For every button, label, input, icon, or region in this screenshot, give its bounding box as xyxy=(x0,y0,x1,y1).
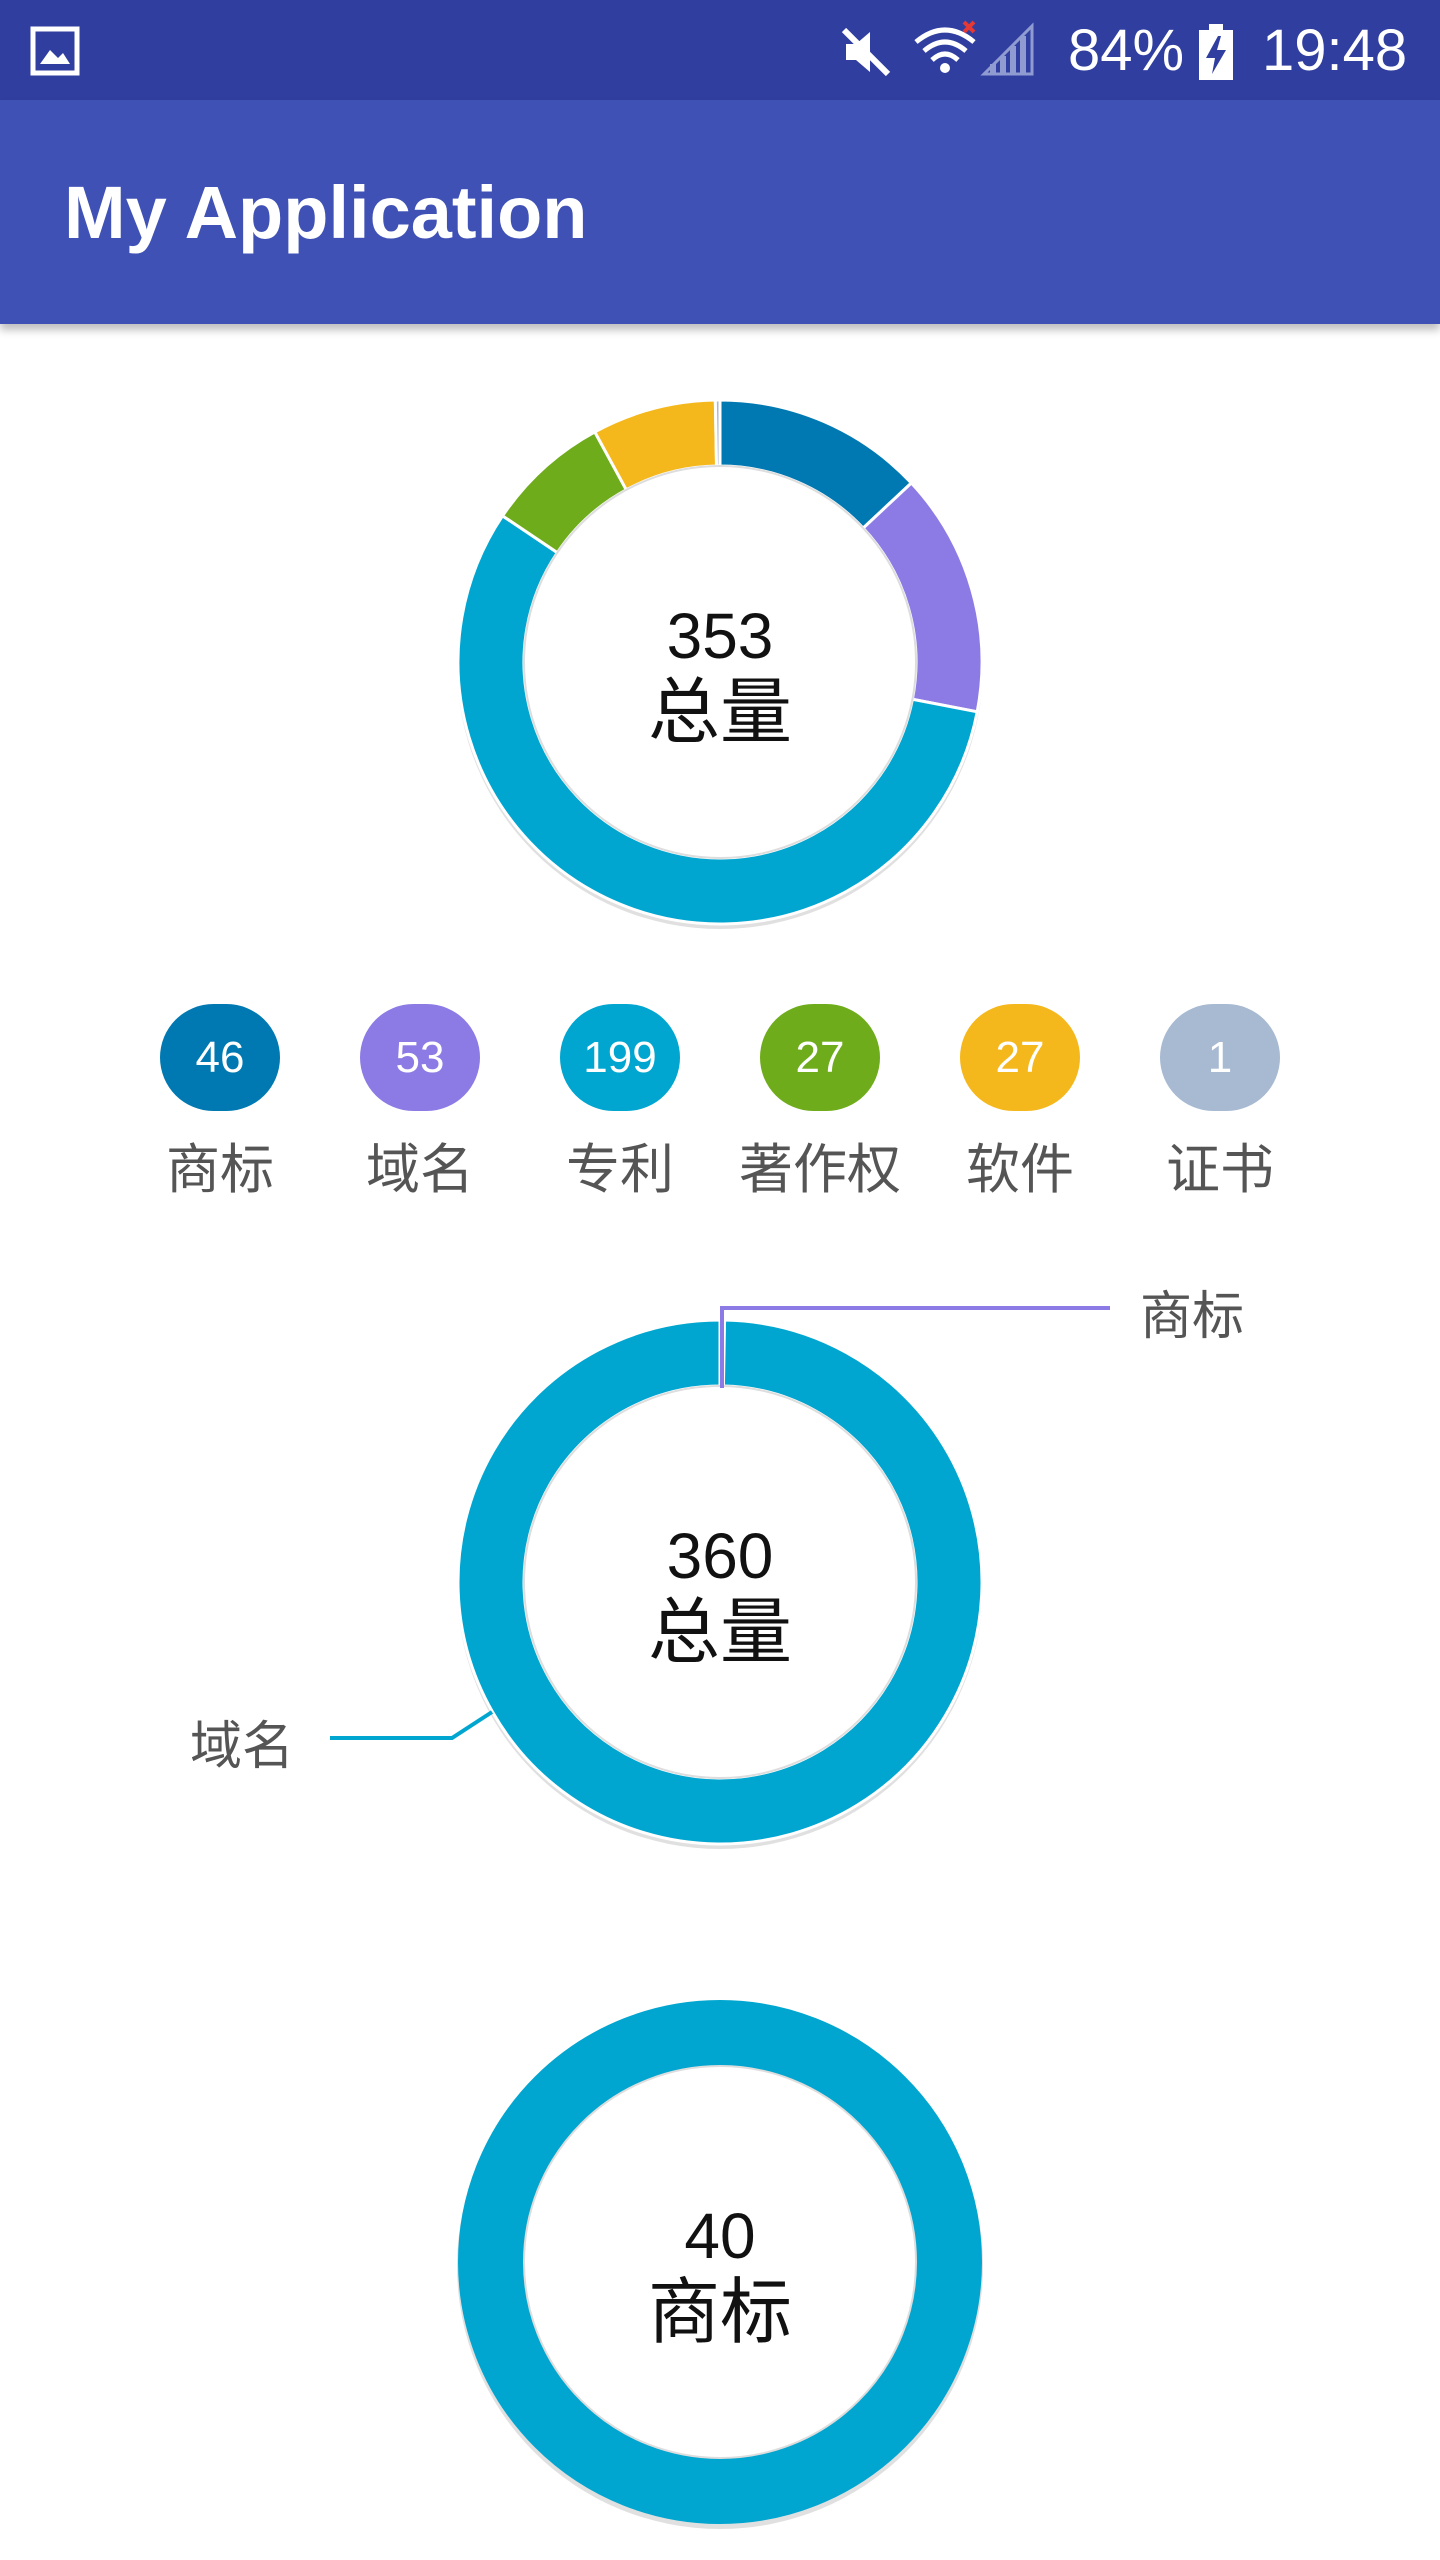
chart-3-center-value: 40 xyxy=(684,2200,756,2272)
legend-dot: 27 xyxy=(760,1004,880,1111)
legend-dot: 46 xyxy=(160,1004,280,1111)
mute-icon xyxy=(841,27,891,77)
app-title: My Application xyxy=(64,171,588,254)
legend-item-copyright[interactable]: 27 著作权 xyxy=(720,1004,920,1204)
legend-label: 域名 xyxy=(366,1138,474,1201)
donut-hole xyxy=(523,465,917,859)
trademark-donut-chart xyxy=(457,2000,983,2529)
signal-icon xyxy=(980,22,1034,76)
gallery-icon xyxy=(30,26,80,76)
legend-label: 著作权 xyxy=(739,1138,901,1201)
donut-slice-商标[interactable] xyxy=(458,2000,982,2524)
callout-donut-chart xyxy=(330,1306,1110,1849)
legend-item-certificate[interactable]: 1 证书 xyxy=(1120,1004,1320,1204)
legend-count: 27 xyxy=(995,1032,1045,1082)
clock: 19:48 xyxy=(1262,18,1408,83)
legend-label: 商标 xyxy=(166,1138,274,1201)
chart-1-center-value: 353 xyxy=(666,600,774,672)
chart-2-center-label: 总量 xyxy=(647,1590,792,1674)
legend-item-trademark[interactable]: 46 商标 xyxy=(120,1004,320,1204)
legend-count: 199 xyxy=(583,1032,657,1082)
legend-count: 1 xyxy=(1207,1032,1233,1082)
callout-label-domain: 域名 xyxy=(190,1717,295,1777)
legend: 46 商标 53 域名 199 专利 27 著作权 27 软件 1 证书 xyxy=(120,1004,1320,1204)
battery-percentage: 84% xyxy=(1068,18,1185,83)
callout-label-trademark: 商标 xyxy=(1140,1287,1245,1347)
legend-dot: 53 xyxy=(360,1004,480,1111)
legend-count: 53 xyxy=(395,1032,445,1082)
legend-label: 专利 xyxy=(566,1138,674,1201)
legend-count: 46 xyxy=(195,1032,245,1082)
legend-dot: 1 xyxy=(1160,1004,1280,1111)
legend-item-software[interactable]: 27 软件 xyxy=(920,1004,1120,1204)
legend-dot: 27 xyxy=(960,1004,1080,1111)
callout-line-trademark xyxy=(720,1306,1110,1388)
wifi-icon xyxy=(914,20,976,73)
status-bar: 84% 19:48 xyxy=(0,0,1440,100)
legend-label: 软件 xyxy=(966,1138,1074,1201)
legend-count: 27 xyxy=(795,1032,845,1082)
legend-item-patent[interactable]: 199 专利 xyxy=(520,1004,720,1204)
total-donut-chart xyxy=(456,398,984,929)
donut-hole xyxy=(523,2065,917,2459)
chart-3-center-label: 商标 xyxy=(647,2270,792,2354)
chart-2-center-value: 360 xyxy=(666,1520,774,1592)
legend-dot: 199 xyxy=(560,1004,680,1111)
battery-charging-icon xyxy=(1199,24,1233,80)
donut-slice-证书[interactable] xyxy=(713,398,722,468)
legend-label: 证书 xyxy=(1166,1138,1274,1201)
callout-line-domain xyxy=(330,1710,494,1740)
app-bar: My Application xyxy=(0,100,1440,324)
legend-item-domain[interactable]: 53 域名 xyxy=(320,1004,520,1204)
chart-1-center-label: 总量 xyxy=(647,670,792,754)
